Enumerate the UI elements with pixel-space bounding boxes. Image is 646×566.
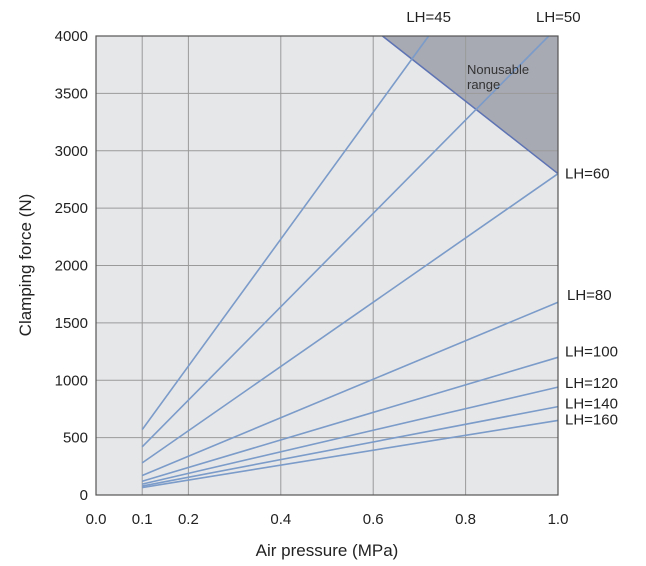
series-label-lh-60: LH=60 (565, 166, 610, 183)
series-label-lh-140: LH=140 (565, 396, 618, 413)
y-tick-label-4: 2000 (55, 258, 88, 275)
x-tick-label-6: 1.0 (548, 511, 569, 528)
y-tick-label-7: 3500 (55, 85, 88, 102)
series-label-lh-160: LH=160 (565, 411, 618, 428)
series-labels: LH=45 LH=50 LH=60 LH=80 LH=100 LH=120 LH=140LH… (406, 9, 618, 428)
y-tick-label-3: 1500 (55, 315, 88, 332)
series-line-lh-160 (142, 419, 559, 489)
series-line-lh-60 (141, 173, 559, 464)
series-line-lh-50 (141, 35, 550, 448)
y-tick-label-8: 4000 (55, 28, 88, 45)
series-line-lh-100 (141, 356, 559, 482)
plot-frame (95, 35, 559, 496)
y-axis-title: Clamping force (N) (16, 194, 35, 337)
x-tick-label-4: 0.6 (363, 511, 384, 528)
series-line-lh-45 (141, 35, 430, 431)
grid-lines (96, 36, 558, 495)
nonusable-range-label-line-0: Nonusable (467, 62, 529, 77)
series-label-lh-45: LH=45 (406, 9, 451, 26)
x-tick-label-1: 0.1 (132, 511, 153, 528)
nonusable-range-label-line-1: range (467, 77, 500, 92)
series-label-lh-100: LH=100 (565, 343, 618, 360)
series-label-lh-80: LH=80 (567, 287, 612, 304)
y-tick-label-2: 1000 (55, 372, 88, 389)
y-tick-label-0: 0 (80, 487, 88, 504)
series-line-lh-120 (142, 386, 559, 485)
x-tick-label-5: 0.8 (455, 511, 476, 528)
y-tick-label-5: 2500 (55, 200, 88, 217)
series-line-lh-140 (142, 405, 559, 487)
x-tick-label-3: 0.4 (270, 511, 291, 528)
x-tick-label-0: 0.0 (86, 511, 107, 528)
y-tick-labels: 0 500 1000 1500 2000 2500 3000 3500 4000 (55, 28, 88, 504)
series-line-lh-80 (141, 301, 559, 477)
y-tick-label-1: 500 (63, 430, 88, 447)
series-label-lh-120: LH=120 (565, 375, 618, 392)
y-tick-label-6: 3000 (55, 143, 88, 160)
x-tick-label-2: 0.2 (178, 511, 199, 528)
series-lines (141, 35, 559, 489)
x-tick-labels: 0.0 0.1 0.2 0.4 0.6 0.8 1.0 (86, 511, 569, 528)
series-label-lh-50: LH=50 (536, 9, 581, 26)
nonusable-range-label: Nonusable range (467, 62, 529, 92)
x-axis-title: Air pressure (MPa) (256, 541, 399, 560)
